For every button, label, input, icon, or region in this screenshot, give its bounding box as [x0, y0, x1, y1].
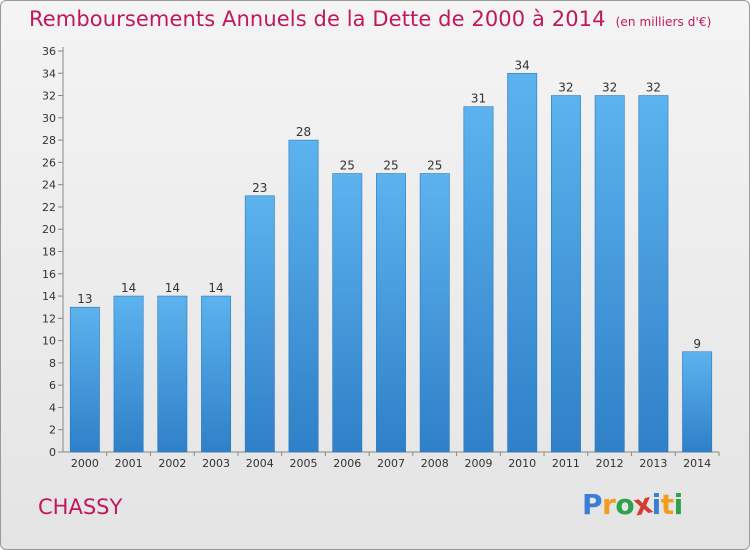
x-tick-label: 2003 — [202, 457, 230, 470]
bar-value-label: 32 — [558, 81, 573, 95]
y-tick-label: 8 — [49, 357, 56, 370]
x-tick-label: 2014 — [683, 457, 711, 470]
bar-value-label: 28 — [296, 125, 311, 139]
bar-value-label: 14 — [121, 281, 136, 295]
x-tick-label: 2006 — [333, 457, 361, 470]
logo-letter: i — [673, 488, 684, 521]
bar — [288, 139, 319, 453]
y-tick-label: 4 — [49, 401, 56, 414]
x-tick-label: 2012 — [596, 457, 624, 470]
logo-letter: i — [651, 488, 662, 521]
x-tick-label: 2004 — [246, 457, 274, 470]
bar — [507, 72, 538, 453]
y-tick-label: 16 — [42, 268, 56, 281]
bar — [332, 173, 363, 453]
y-tick-label: 6 — [49, 379, 56, 392]
y-tick-label: 10 — [42, 335, 56, 348]
bar — [638, 95, 669, 453]
x-tick-label: 2013 — [639, 457, 667, 470]
bar — [682, 351, 713, 453]
y-tick-label: 30 — [42, 112, 56, 125]
bar — [550, 95, 581, 453]
y-tick-label: 12 — [42, 312, 56, 325]
bar-value-label: 31 — [471, 92, 486, 106]
bar-value-label: 25 — [383, 159, 398, 173]
logo-letter: r — [602, 488, 616, 521]
y-tick-label: 0 — [49, 446, 56, 459]
proxiti-logo: Proxiti — [582, 487, 684, 523]
bar-value-label: 32 — [602, 81, 617, 95]
x-tick-label: 2008 — [421, 457, 449, 470]
bar — [419, 173, 450, 453]
bar — [376, 173, 406, 453]
bar — [201, 295, 232, 453]
bar — [594, 95, 625, 453]
bar-value-label: 23 — [252, 181, 267, 195]
bar — [157, 295, 188, 453]
x-tick-label: 2007 — [377, 457, 405, 470]
x-tick-label: 2010 — [508, 457, 536, 470]
bar-value-label: 9 — [693, 337, 701, 351]
y-tick-label: 2 — [49, 424, 56, 437]
x-tick-label: 2002 — [158, 457, 186, 470]
x-tick-label: 2009 — [464, 457, 492, 470]
chart-unit: (en milliers d'€) — [615, 15, 712, 29]
chart-title: Remboursements Annuels de la Dette de 20… — [29, 7, 711, 31]
chart-title-text: Remboursements Annuels de la Dette de 20… — [29, 7, 606, 31]
y-tick-label: 26 — [42, 156, 56, 169]
bar — [244, 195, 275, 453]
y-tick-label: 32 — [42, 90, 56, 103]
logo-letter: o — [615, 488, 635, 521]
bar-value-label: 25 — [427, 159, 442, 173]
x-tick-label: 2005 — [290, 457, 318, 470]
y-tick-label: 28 — [42, 134, 56, 147]
x-tick-label: 2001 — [115, 457, 143, 470]
y-tick-label: 36 — [42, 45, 56, 58]
y-tick-label: 24 — [42, 179, 56, 192]
commune-name: CHASSY — [38, 495, 123, 519]
y-tick-label: 20 — [42, 223, 56, 236]
y-tick-label: 22 — [42, 201, 56, 214]
logo-letter: t — [660, 488, 674, 521]
bar-value-label: 32 — [646, 81, 661, 95]
bar — [463, 106, 494, 453]
y-tick-label: 14 — [42, 290, 56, 303]
bar — [113, 295, 144, 453]
bar-value-label: 14 — [208, 281, 223, 295]
x-tick-label: 2011 — [552, 457, 580, 470]
y-tick-label: 34 — [42, 67, 56, 80]
bar-value-label: 25 — [340, 159, 355, 173]
bar-value-label: 34 — [515, 58, 530, 72]
bar — [69, 306, 100, 453]
bar-value-label: 13 — [77, 292, 92, 306]
bar-value-label: 14 — [165, 281, 180, 295]
x-tick-label: 2000 — [71, 457, 99, 470]
logo-letter: P — [582, 488, 603, 521]
y-tick-label: 18 — [42, 246, 56, 259]
